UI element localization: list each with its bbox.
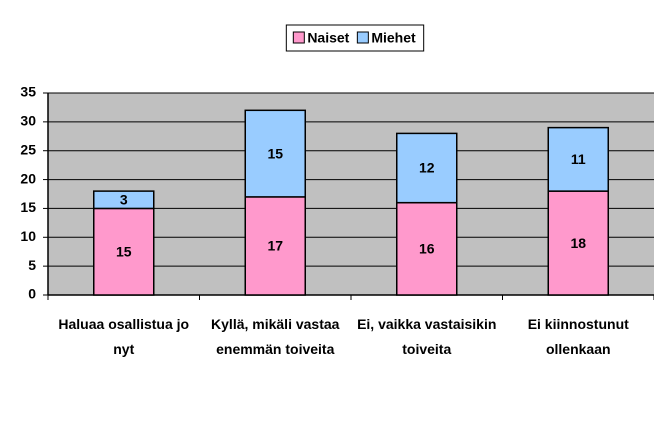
data-label: 15: [116, 243, 132, 259]
y-tick-label: 35: [20, 84, 36, 100]
legend-box: [285, 24, 425, 52]
bar-segment: [547, 126, 609, 192]
legend-label: Naiset: [307, 30, 349, 46]
x-tick-label: Ei, vaikka vastaisikin toiveita: [357, 316, 497, 357]
data-label: 12: [419, 160, 435, 176]
legend-label: Miehet: [371, 30, 416, 46]
data-label: 15: [267, 145, 283, 161]
data-label: 18: [570, 235, 586, 251]
y-tick-label: 30: [20, 113, 36, 129]
bar-segment: [93, 190, 155, 210]
bar-segment: [547, 190, 609, 296]
y-tick-label: 15: [20, 199, 36, 215]
data-label: 3: [120, 191, 128, 207]
bar-segment: [244, 109, 306, 198]
legend-swatch: [356, 31, 369, 44]
bar-segment: [396, 132, 458, 204]
bar-segment: [244, 196, 306, 296]
x-tick-label: Kyllä, mikäli vastaa enemmän toiveita: [211, 316, 340, 357]
y-tick-label: 0: [28, 286, 36, 302]
y-tick-label: 25: [20, 141, 36, 157]
bar-segment: [396, 201, 458, 296]
y-tick-label: 5: [28, 257, 36, 273]
bar-segment: [93, 207, 155, 296]
x-tick-label: Ei kiinnostunut ollenkaan: [527, 316, 629, 357]
x-tick-label: Haluaa osallistua jo nyt: [58, 316, 190, 357]
data-label: 17: [267, 238, 283, 254]
legend-swatch: [292, 31, 305, 44]
y-tick-label: 10: [20, 228, 36, 244]
data-label: 16: [419, 241, 435, 257]
data-label: 11: [571, 151, 586, 167]
y-tick-label: 20: [20, 170, 36, 186]
